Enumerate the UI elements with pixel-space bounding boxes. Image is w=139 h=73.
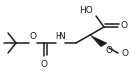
Text: O: O bbox=[121, 22, 128, 31]
Text: O: O bbox=[40, 60, 48, 69]
Polygon shape bbox=[90, 35, 107, 47]
Text: O: O bbox=[29, 32, 37, 41]
Text: O: O bbox=[122, 49, 129, 58]
Text: H: H bbox=[55, 32, 61, 41]
Text: N: N bbox=[59, 32, 65, 41]
Text: O: O bbox=[106, 46, 113, 55]
Text: HO: HO bbox=[79, 6, 93, 15]
